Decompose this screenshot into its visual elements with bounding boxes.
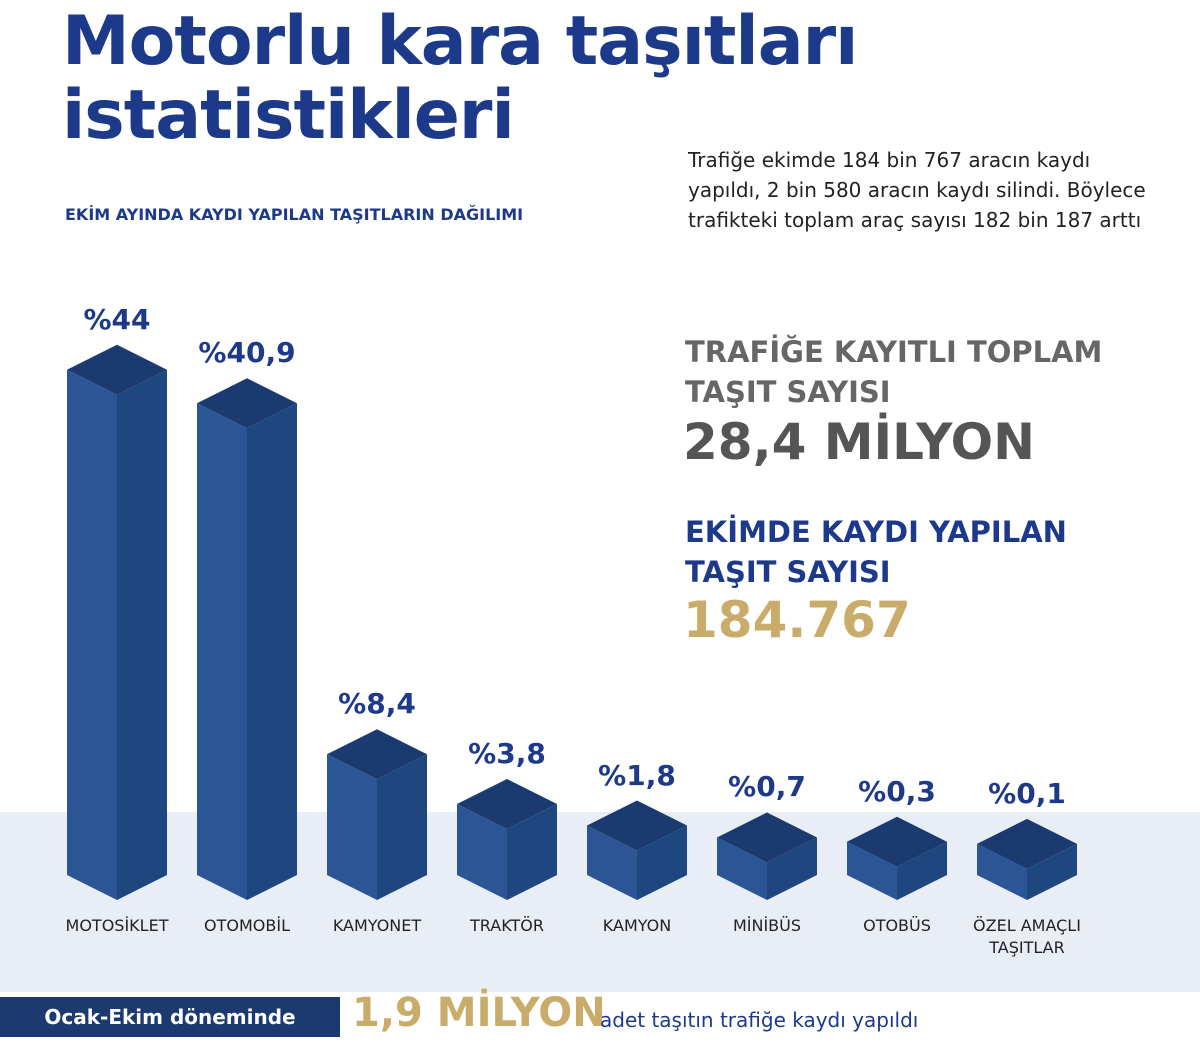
stat-value: 184.767: [683, 591, 911, 649]
category-label: ÖZEL AMAÇLI TAŞITLAR: [973, 916, 1081, 957]
value-label: %0,3: [858, 774, 936, 808]
bar-right-face: [507, 803, 557, 900]
category-label: OTOBÜS: [863, 916, 931, 935]
stat-label: TRAFİĞE KAYITLI TOPLAM TAŞIT SAYISI: [685, 335, 1103, 409]
value-label: %1,8: [598, 758, 676, 792]
bar: [327, 729, 427, 900]
bar-top-face: [327, 729, 427, 780]
category-label: MOTOSİKLET: [65, 916, 169, 935]
footer-highlight: 1,9 MİLYON: [352, 990, 606, 1036]
bar: [197, 378, 297, 900]
bar-right-face: [247, 403, 297, 900]
bar: [67, 344, 167, 900]
bar-top-face: [847, 816, 947, 867]
bar-right-face: [377, 754, 427, 900]
category-label: MİNİBÜS: [732, 916, 802, 935]
stat-value: 28,4 MİLYON: [683, 413, 1035, 471]
bar-top-face: [977, 818, 1077, 869]
stat-label: EKİMDE KAYDI YAPILAN TAŞIT SAYISI: [685, 515, 1067, 589]
footer-text: adet taşıtın trafiğe kaydı yapıldı: [600, 1008, 919, 1032]
footer-label: Ocak-Ekim döneminde: [0, 997, 340, 1037]
bar-left-face: [977, 843, 1027, 900]
bar-left-face: [327, 754, 377, 900]
category-label: TRAKTÖR: [470, 916, 544, 935]
bar-right-face: [1027, 843, 1077, 900]
value-label: %8,4: [338, 687, 416, 721]
bar-right-face: [897, 841, 947, 900]
bar: [587, 800, 687, 900]
bar: [457, 778, 557, 900]
bar-top-face: [67, 344, 167, 395]
bar-top-face: [587, 800, 687, 851]
bar-left-face: [197, 403, 247, 900]
bar-top-face: [717, 812, 817, 863]
bar: [847, 816, 947, 900]
description: Trafiğe ekimde 184 bin 767 aracın kaydı …: [688, 148, 1146, 232]
bar-top-face: [197, 378, 297, 429]
bar-left-face: [587, 825, 637, 900]
value-label: %44: [83, 302, 151, 336]
category-label: KAMYON: [602, 916, 672, 935]
title: Motorlu kara taşıtları istatistikleri: [62, 2, 858, 155]
bar-right-face: [767, 837, 817, 900]
bar-right-face: [117, 369, 167, 900]
bar-left-face: [847, 841, 897, 900]
bar-right-face: [637, 825, 687, 900]
value-label: %0,7: [728, 770, 806, 804]
value-label: %0,1: [988, 776, 1066, 810]
subtitle: EKİM AYINDA KAYDI YAPILAN TAŞITLARIN DAĞ…: [65, 205, 524, 224]
category-label: KAMYONET: [332, 916, 422, 935]
bar: [717, 812, 817, 900]
bar-top-face: [457, 778, 557, 829]
bar-left-face: [67, 369, 117, 900]
bar: [977, 818, 1077, 900]
bar-left-face: [717, 837, 767, 900]
value-label: %3,8: [468, 736, 546, 770]
bar-left-face: [457, 803, 507, 900]
category-label: OTOMOBİL: [204, 916, 290, 935]
value-label: %40,9: [198, 336, 296, 370]
